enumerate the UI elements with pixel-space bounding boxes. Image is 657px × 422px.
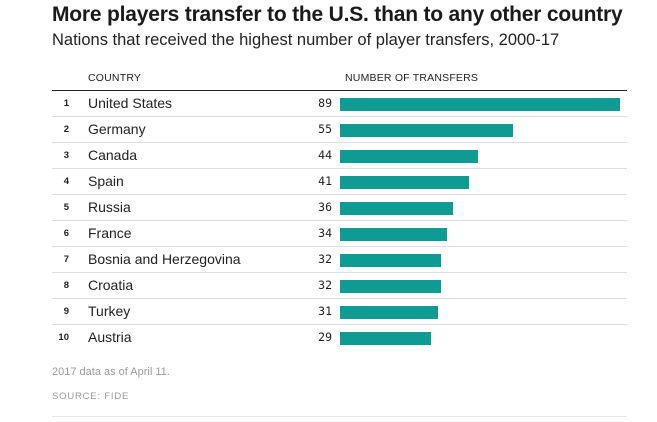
transfer-bar (340, 98, 620, 111)
table-row: 9 Turkey 31 (52, 299, 627, 325)
transfer-bar (340, 150, 478, 163)
rank-label: 4 (63, 176, 69, 187)
footer-divider (52, 416, 627, 417)
source-label: SOURCE: FIDE (52, 391, 130, 402)
transfer-bar (340, 254, 441, 267)
transfer-count-label: 32 (318, 278, 332, 292)
table-row: 3 Canada 44 (52, 143, 627, 169)
transfer-count-label: 36 (318, 200, 332, 214)
table-row: 7 Bosnia and Herzegovina 32 (52, 247, 627, 273)
transfer-bar (340, 228, 447, 241)
rank-label: 10 (58, 332, 69, 343)
rank-label: 3 (63, 150, 69, 161)
transfer-count-label: 41 (318, 174, 332, 188)
transfer-bar (340, 176, 469, 189)
chart-title: More players transfer to the U.S. than t… (52, 3, 623, 26)
country-label: Austria (88, 329, 132, 345)
country-label: Croatia (88, 277, 134, 293)
country-label: Canada (88, 147, 138, 163)
data-note: 2017 data as of April 11. (52, 366, 170, 378)
transfer-count-label: 32 (318, 252, 332, 266)
rank-label: 2 (63, 124, 69, 135)
transfer-bar (340, 202, 453, 215)
rank-label: 7 (63, 254, 69, 265)
table-row: 2 Germany 55 (52, 117, 627, 143)
table-row: 6 France 34 (52, 221, 627, 247)
chart-subtitle: Nations that received the highest number… (52, 31, 560, 49)
table-row: 10 Austria 29 (52, 325, 627, 351)
country-label: France (88, 225, 132, 241)
country-label: Germany (88, 121, 146, 137)
transfer-count-label: 29 (318, 330, 332, 344)
table-row: 5 Russia 36 (52, 195, 627, 221)
rank-label: 6 (63, 228, 69, 239)
transfer-count-label: 44 (318, 148, 332, 162)
transfer-bar (340, 280, 441, 293)
country-label: Spain (88, 173, 124, 189)
transfers-column-header: NUMBER OF TRANSFERS (345, 72, 479, 84)
transfer-bar (340, 306, 438, 319)
header-divider (52, 90, 627, 91)
table-row: 8 Croatia 32 (52, 273, 627, 299)
transfer-count-label: 31 (318, 304, 332, 318)
table-row: 4 Spain 41 (52, 169, 627, 195)
rank-label: 8 (63, 280, 69, 291)
rank-label: 9 (63, 306, 69, 317)
transfer-count-label: 89 (318, 96, 332, 110)
rank-label: 5 (63, 202, 69, 213)
bar-chart-rows: 1 United States 89 2 Germany 55 3 Canada 44 4 Spai… (52, 91, 627, 351)
country-label: Russia (88, 199, 131, 215)
transfer-bar (340, 124, 513, 137)
table-row: 1 United States 89 (52, 91, 627, 117)
country-label: Turkey (88, 303, 131, 319)
country-column-header: COUNTRY (88, 72, 142, 84)
transfer-count-label: 34 (318, 226, 332, 240)
transfer-count-label: 55 (318, 122, 332, 136)
transfer-bar (340, 332, 431, 345)
country-label: United States (88, 95, 173, 111)
rank-label: 1 (63, 98, 69, 109)
country-label: Bosnia and Herzegovina (88, 251, 241, 267)
